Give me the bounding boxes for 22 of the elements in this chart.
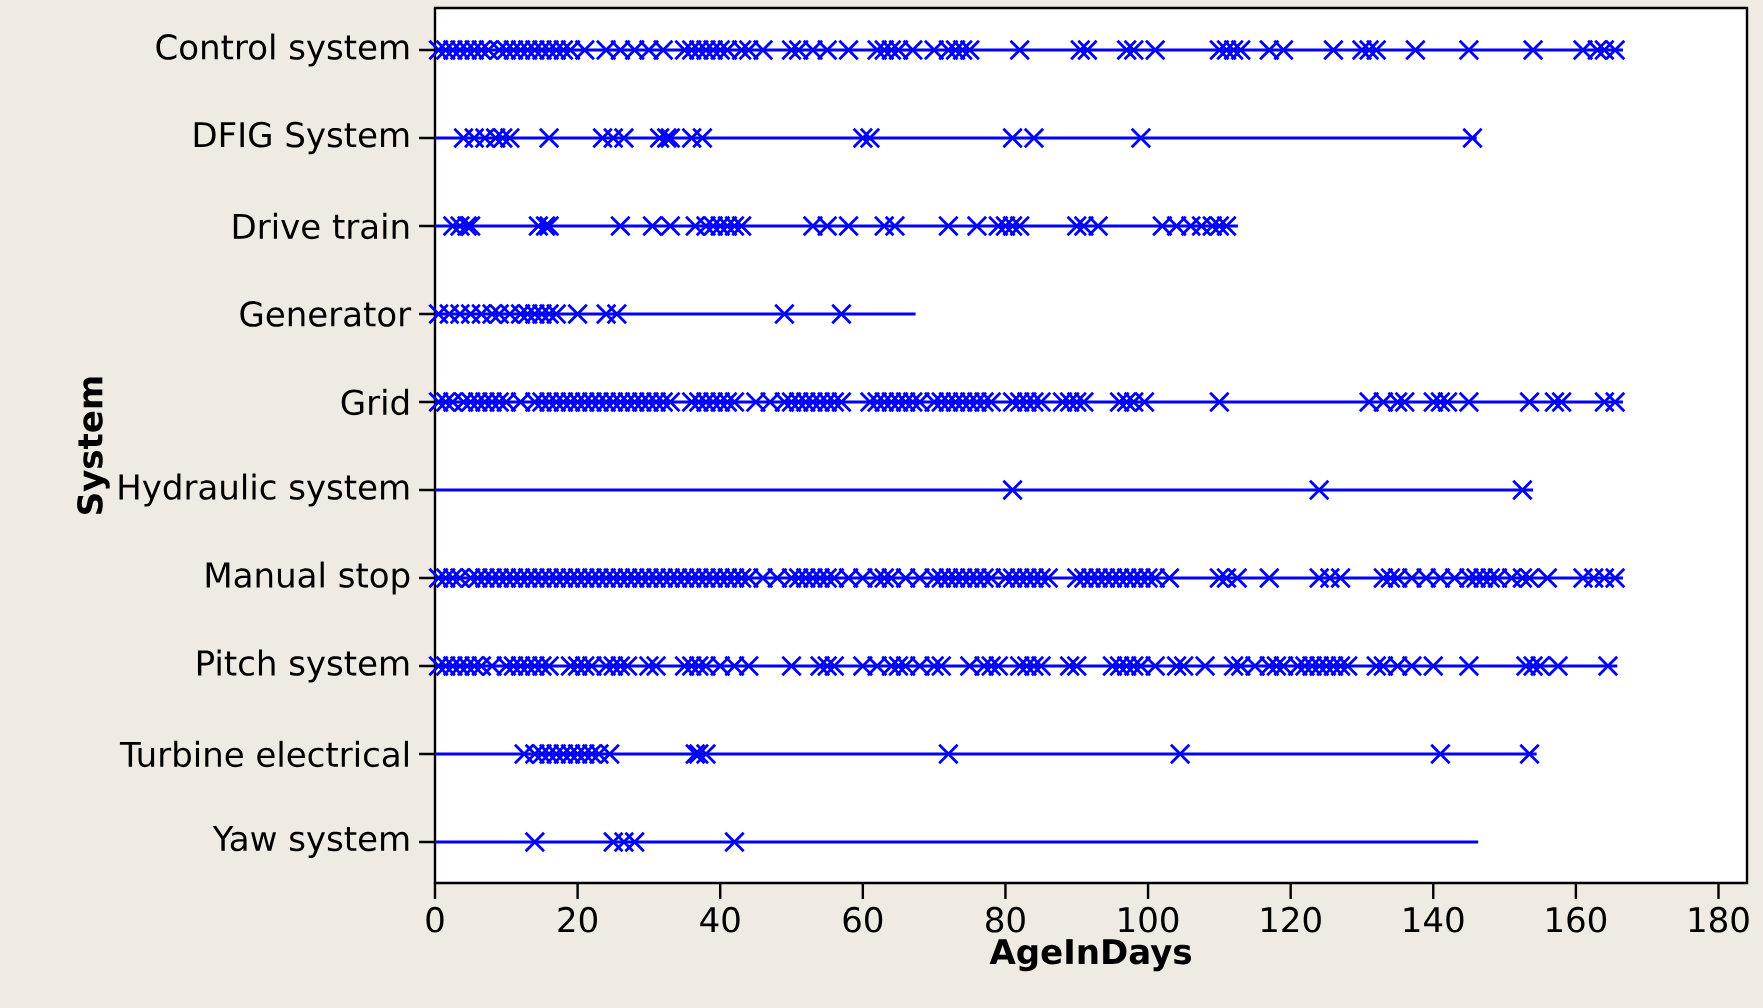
y-tick-label: Grid: [341, 388, 409, 416]
y-tick-label: Control system: [156, 33, 409, 67]
x-tick-label: 140: [1404, 906, 1464, 933]
y-tick-label: DFIG System: [194, 121, 409, 155]
y-tick-label: Manual stop: [206, 561, 410, 595]
y-tick-label: Turbine electrical: [119, 740, 408, 768]
y-tick-label: Hydraulic system: [119, 473, 409, 507]
x-tick-label: 160: [1547, 906, 1607, 933]
y-axis-title: System: [77, 377, 110, 514]
x-tick-label: 180: [1689, 906, 1749, 933]
x-tick-label: 100: [1119, 906, 1179, 933]
x-axis-title: AgeInDays: [989, 939, 1191, 972]
y-tick-label: Pitch system: [197, 649, 409, 683]
y-tick-label: Yaw system: [212, 826, 409, 858]
x-tick-label: 20: [558, 906, 597, 933]
y-tick-label: Drive train: [233, 212, 409, 240]
x-tick-label: 40: [700, 906, 740, 933]
x-tick-label: 0: [426, 906, 444, 933]
x-tick-label: 120: [1261, 906, 1321, 933]
y-tick-label: Generator: [240, 301, 412, 327]
x-tick-label: 60: [843, 906, 883, 933]
x-tick-label: 80: [986, 906, 1025, 933]
